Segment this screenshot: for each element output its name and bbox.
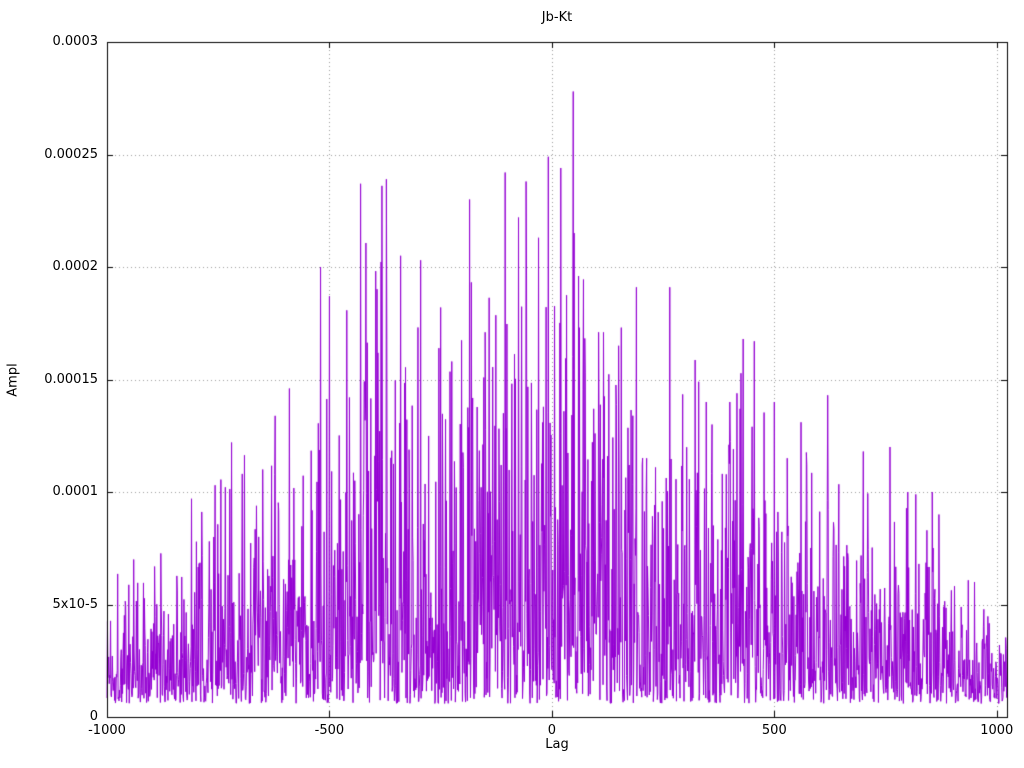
x-tick-label: 1000 <box>980 723 1014 738</box>
y-tick-label: 5x10-5 <box>52 596 98 612</box>
x-tick-label: 500 <box>761 723 787 738</box>
x-tick-label: -500 <box>314 723 345 738</box>
y-tick-label: 0.0003 <box>52 34 99 49</box>
x-axis-label: Lag <box>545 737 569 752</box>
chart-title: Jb-Kt <box>541 10 573 25</box>
x-tick-label: 0 <box>547 723 557 738</box>
y-tick-label: 0.00025 <box>44 146 98 162</box>
y-tick-label: 0 <box>89 709 98 724</box>
y-tick-label: 0.00015 <box>44 371 98 387</box>
x-tick-label: -1000 <box>88 723 126 738</box>
y-tick-label: 0.0001 <box>52 484 99 499</box>
y-tick-label: 0.0002 <box>52 259 99 274</box>
